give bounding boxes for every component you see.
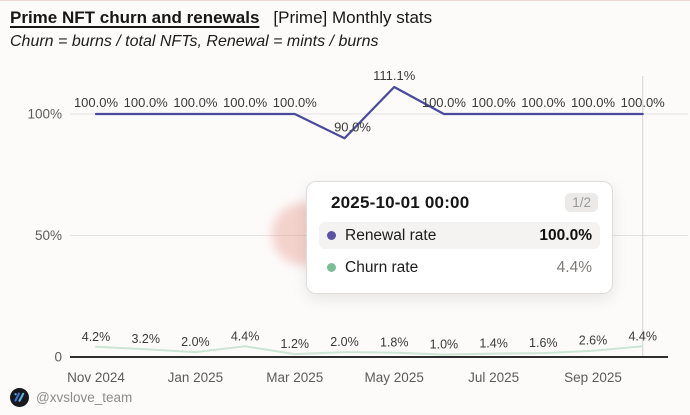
chart-header: Prime NFT churn and renewals [Prime] Mont…	[10, 8, 432, 51]
y-axis-tick: 100%	[27, 107, 62, 122]
data-label: 2.0%	[181, 335, 210, 349]
data-label: 1.6%	[529, 336, 558, 350]
x-axis-tick: Jul 2025	[468, 370, 519, 385]
chart-tooltip: 2025-10-01 00:00 1/2 Renewal rate 100.0%…	[306, 181, 613, 294]
data-label: 2.0%	[330, 335, 359, 349]
churn-rate-line	[95, 345, 644, 356]
tooltip-renewal-label: Renewal rate	[345, 226, 437, 244]
tooltip-page-badge: 1/2	[565, 193, 598, 212]
title-suffix: [Prime] Monthly stats	[273, 8, 433, 27]
tooltip-row-churn: Churn rate 4.4%	[319, 254, 600, 281]
y-axis-tick: 0	[54, 350, 62, 365]
data-label: 4.4%	[628, 329, 657, 343]
data-label: 100.0%	[472, 95, 517, 110]
x-axis-tick: Jan 2025	[168, 370, 224, 385]
tooltip-churn-value: 4.4%	[556, 258, 592, 276]
y-axis-tick: 50%	[35, 228, 62, 243]
x-axis-tick: Nov 2024	[67, 370, 125, 385]
watermark: @xvslove_team	[10, 388, 132, 407]
data-label: 4.4%	[231, 329, 260, 343]
data-label: 100.0%	[521, 95, 566, 110]
data-label: 111.1%	[373, 68, 416, 83]
renewal-dot-icon	[327, 231, 336, 240]
data-label: 100.0%	[273, 95, 318, 110]
data-label: 1.8%	[380, 336, 409, 350]
xvs-logo-icon	[10, 388, 29, 407]
renewal-rate-line	[94, 85, 644, 140]
data-label: 90.0%	[334, 119, 371, 134]
tooltip-row-renewal: Renewal rate 100.0%	[319, 222, 600, 249]
data-label: 100.0%	[422, 95, 467, 110]
page-title: Prime NFT churn and renewals	[10, 8, 260, 27]
data-label: 1.2%	[281, 337, 310, 351]
tooltip-renewal-value: 100.0%	[539, 226, 592, 244]
watermark-handle: @xvslove_team	[36, 390, 133, 405]
data-label: 4.2%	[82, 330, 111, 344]
data-label: 3.2%	[131, 332, 160, 346]
x-axis-tick: Sep 2025	[564, 370, 622, 385]
data-label: 1.4%	[479, 337, 508, 351]
data-label: 1.0%	[430, 338, 459, 352]
tooltip-churn-label: Churn rate	[345, 258, 419, 276]
data-label: 2.6%	[579, 334, 608, 348]
data-label: 100.0%	[223, 95, 268, 110]
chart-subtitle: Churn = burns / total NFTs, Renewal = mi…	[10, 33, 379, 50]
data-label: 100.0%	[173, 95, 218, 110]
churn-dot-icon	[327, 263, 336, 272]
data-label: 100.0%	[124, 95, 169, 110]
data-label: 100.0%	[621, 95, 666, 110]
data-label: 100.0%	[571, 95, 616, 110]
x-axis-tick: Mar 2025	[266, 370, 323, 385]
tooltip-date: 2025-10-01 00:00	[331, 193, 470, 212]
x-axis-tick: May 2025	[365, 370, 424, 385]
data-label: 100.0%	[74, 95, 119, 110]
